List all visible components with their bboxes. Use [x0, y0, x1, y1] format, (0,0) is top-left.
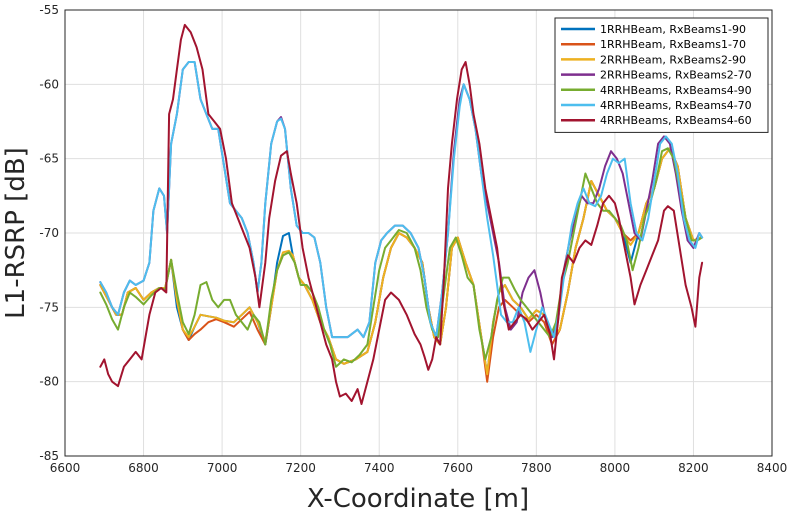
x-tick-label: 6800: [128, 461, 159, 475]
y-tick-labels: -85 -80 -75 -70 -65 -60 -55: [39, 3, 59, 463]
legend-entry: 1RRHBeam, RxBeams1-70: [600, 38, 746, 51]
x-tick-labels: 6600 6800 7000 7200 7400 7600 7800 8000 8200 8400: [50, 461, 788, 475]
legend-entry: 4RRHBeams, RxBeams4-60: [600, 114, 752, 127]
y-tick-label: -60: [39, 77, 59, 91]
x-tick-label: 8200: [678, 461, 709, 475]
x-tick-label: 7000: [207, 461, 238, 475]
series-line-5: [99, 147, 704, 368]
legend-entry: 1RRHBeam, RxBeams1-90: [600, 23, 746, 36]
x-tick-label: 8000: [600, 461, 631, 475]
series-layer: [99, 23, 704, 405]
legend-entry: 2RRHBeam, RxBeams2-90: [600, 53, 746, 66]
series-line-7: [99, 23, 704, 405]
series-line-3: [99, 147, 703, 376]
y-tick-label: -80: [39, 375, 59, 389]
legend-entry: 4RRHBeams, RxBeams4-70: [600, 99, 752, 112]
x-tick-label: 7800: [521, 461, 552, 475]
axes-box: [64, 9, 773, 457]
y-tick-label: -70: [39, 226, 59, 240]
x-tick-label: 6600: [50, 461, 81, 475]
y-tick-label: -65: [39, 152, 59, 166]
x-tick-label: 7400: [364, 461, 395, 475]
legend: 1RRHBeam, RxBeams1-90 1RRHBeam, RxBeams1-…: [554, 17, 769, 133]
y-tick-label: -85: [39, 449, 59, 463]
y-tick-label: -75: [39, 300, 59, 314]
legend-entry: 4RRHBeams, RxBeams4-90: [600, 84, 752, 97]
x-tick-label: 8400: [757, 461, 788, 475]
x-tick-label: 7600: [443, 461, 474, 475]
series-line-6: [99, 61, 704, 353]
x-axis-label: X-Coordinate [m]: [307, 484, 529, 514]
legend-entry: 2RRHBeams, RxBeams2-70: [600, 69, 752, 82]
y-axis-label: L1-RSRP [dB]: [1, 147, 31, 319]
y-tick-label: -55: [39, 3, 59, 17]
x-tick-label: 7200: [285, 461, 316, 475]
